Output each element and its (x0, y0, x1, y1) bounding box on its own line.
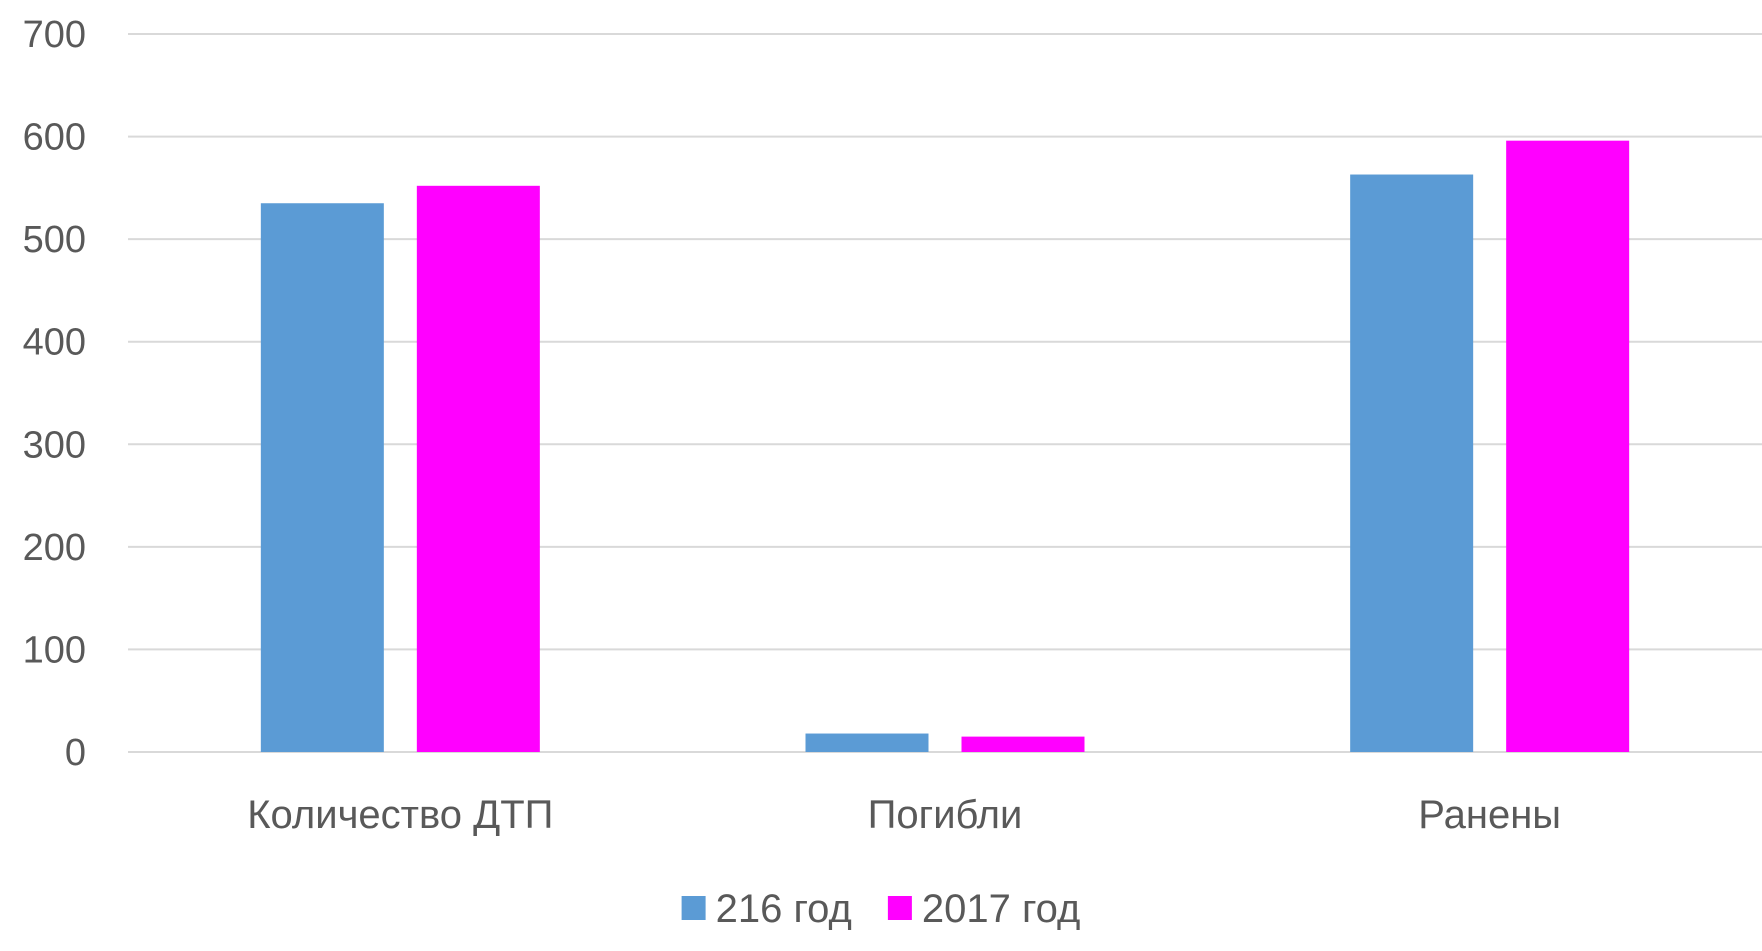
x-category-label: Погибли (868, 793, 1023, 837)
y-tick-label: 500 (23, 219, 86, 261)
legend-swatch (681, 896, 706, 920)
x-category-label: Количество ДТП (247, 793, 553, 837)
bar-series-0-category-2 (1350, 174, 1474, 753)
bar-series-0-category-0 (260, 203, 384, 752)
legend-label: 216 год (716, 887, 852, 931)
gridlines (128, 33, 1762, 753)
legend-swatch (887, 896, 912, 920)
legend-item: 2017 год (887, 887, 1081, 931)
x-category-label: Ранены (1418, 793, 1561, 837)
legend-label: 2017 год (922, 887, 1081, 931)
bars (260, 140, 1630, 753)
y-axis-tick-labels: 0 100 200 300 400 500 600 700 (23, 14, 86, 774)
y-tick-label: 200 (23, 527, 86, 569)
y-tick-label: 700 (23, 14, 86, 56)
y-tick-label: 100 (23, 629, 86, 671)
x-axis-category-labels: Количество ДТП Погибли Ранены (247, 793, 1561, 837)
y-tick-label: 300 (23, 424, 86, 466)
legend-item: 216 год (681, 887, 852, 931)
bar-series-1-category-2 (1506, 140, 1630, 752)
y-tick-label: 400 (23, 322, 86, 364)
y-tick-label: 600 (23, 117, 86, 159)
bar-series-1-category-0 (416, 185, 540, 752)
bar-series-1-category-1 (961, 736, 1085, 752)
legend: 216 год 2017 год (681, 887, 1081, 931)
bar-series-0-category-1 (805, 733, 929, 752)
y-tick-label: 0 (65, 732, 86, 774)
